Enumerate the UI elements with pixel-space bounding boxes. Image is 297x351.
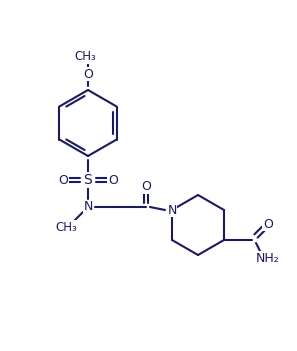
Text: NH₂: NH₂ [256, 252, 280, 265]
Text: O: O [83, 67, 93, 80]
Text: O: O [58, 173, 68, 186]
Text: O: O [263, 218, 273, 231]
Text: O: O [141, 180, 151, 193]
Text: N: N [83, 200, 93, 213]
Text: CH₃: CH₃ [56, 221, 78, 234]
Text: O: O [108, 173, 118, 186]
Text: CH₃: CH₃ [74, 51, 96, 64]
Text: S: S [84, 173, 92, 187]
Text: N: N [167, 204, 177, 217]
